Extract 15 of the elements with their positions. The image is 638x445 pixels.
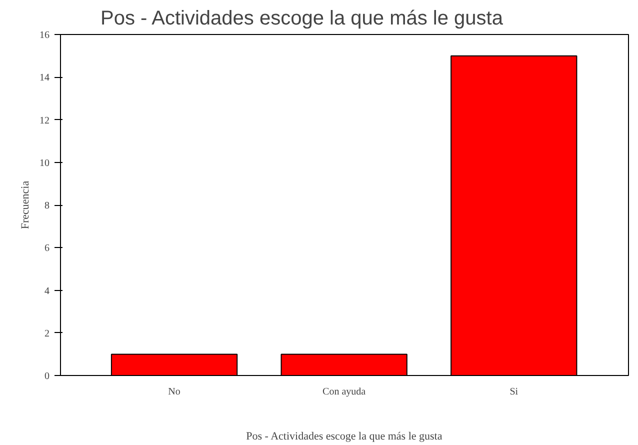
y-tick-label: 16 [40,30,50,41]
y-tick-label: 0 [44,371,50,382]
y-tick-label: 14 [40,72,50,84]
x-tick-label: Con ayuda [322,386,366,398]
y-tick-label: 4 [44,286,50,297]
y-axis-title: Frecuencia [20,180,32,230]
y-tick-label: 12 [40,115,50,126]
x-axis-title: Pos - Actividades escoge la que más le gusta [246,430,442,442]
x-tick-label: Si [510,386,518,398]
y-tick-label: 6 [44,243,50,254]
y-tick-label: 8 [44,200,50,212]
y-tick-label: 2 [44,328,50,340]
chart-title: Pos - Actividades escoge la que más le gusta [100,8,504,30]
x-tick-label: No [168,386,180,398]
y-tick-label: 10 [40,158,50,169]
